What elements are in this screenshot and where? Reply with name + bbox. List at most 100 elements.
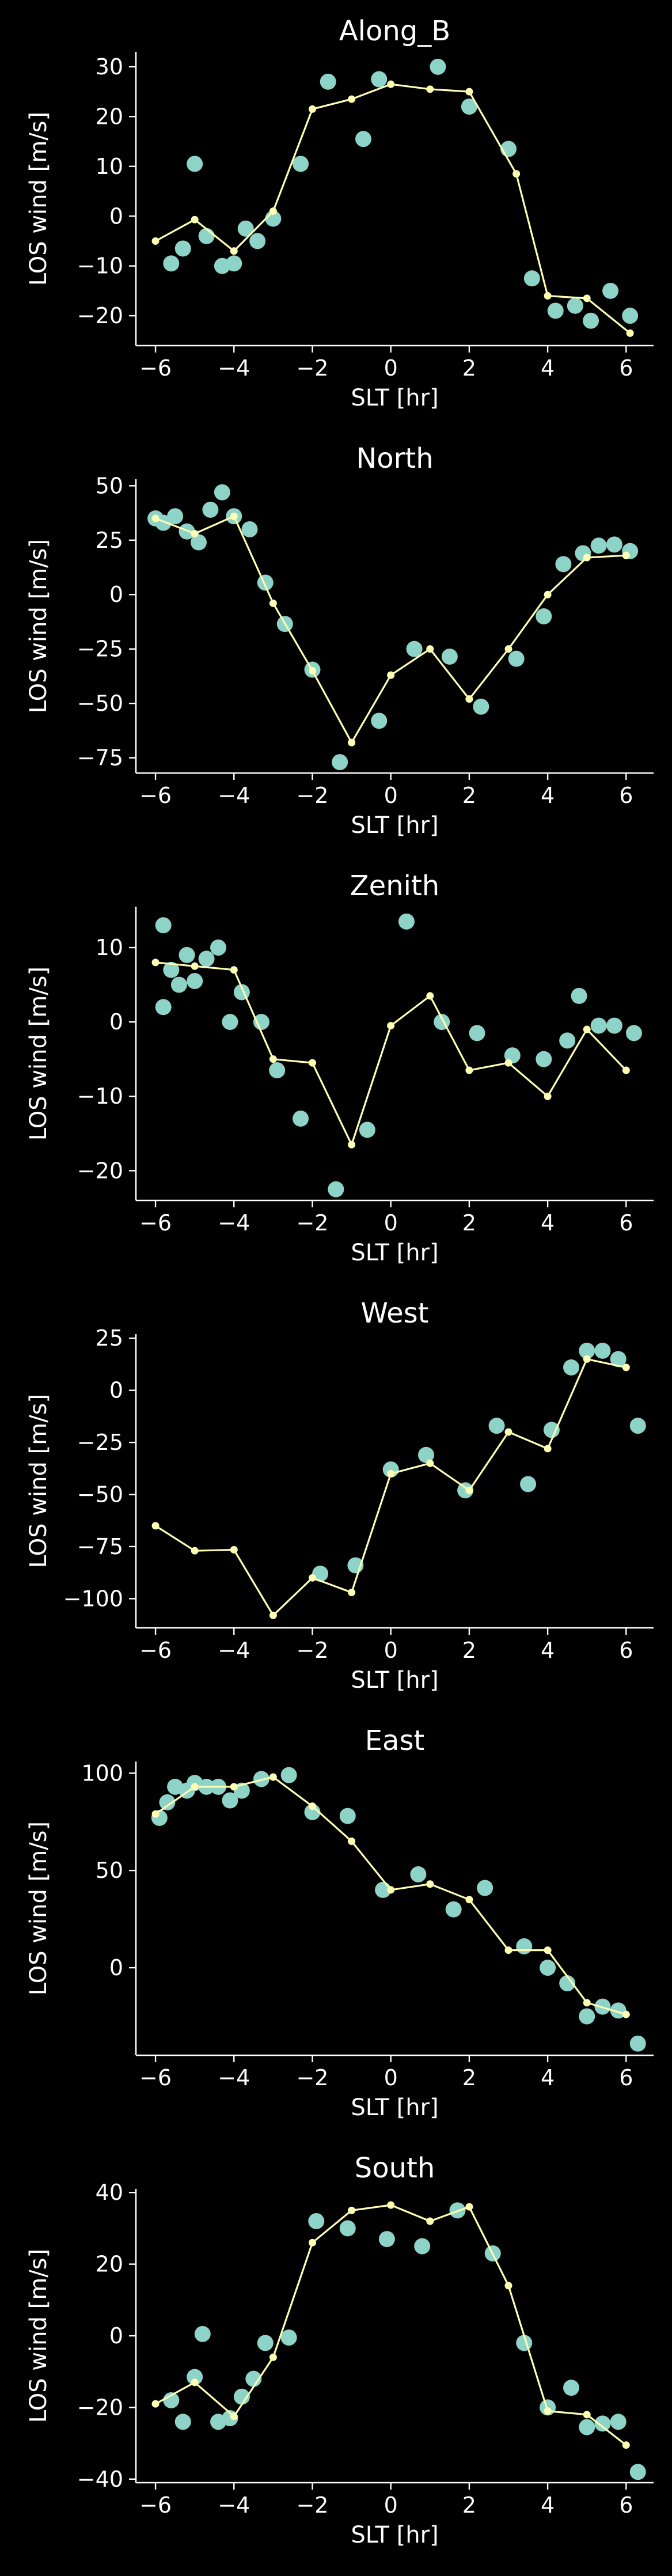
model-point bbox=[348, 1837, 356, 1845]
y-tick-label: 40 bbox=[96, 2180, 123, 2205]
y-tick-label: −20 bbox=[77, 1158, 123, 1183]
y-axis-label: LOS wind [m/s] bbox=[25, 112, 52, 286]
model-point bbox=[230, 966, 238, 974]
y-tick-label: 30 bbox=[96, 54, 123, 79]
model-point bbox=[504, 2282, 512, 2290]
panel-west: West −6 −4 −2 0 2 4 6 −100 −75 −50 −25 0 25 SLT [hr] LO… bbox=[25, 1297, 654, 1694]
observation-point bbox=[536, 1051, 552, 1067]
model-point bbox=[583, 554, 591, 562]
model-point bbox=[583, 1025, 591, 1033]
y-tick-label: 0 bbox=[109, 2323, 123, 2348]
x-tick-label: 4 bbox=[541, 2492, 555, 2518]
observation-point bbox=[477, 1880, 493, 1896]
observation-point bbox=[222, 1014, 238, 1031]
observation-markers bbox=[151, 1767, 646, 2052]
model-point bbox=[622, 1066, 630, 1074]
observation-point bbox=[629, 2464, 646, 2480]
panel-east: East −6 −4 −2 0 2 4 6 0 50 100 SLT [hr] LOS wind [m/… bbox=[25, 1725, 654, 2121]
model-points bbox=[151, 512, 630, 747]
observation-point bbox=[536, 608, 552, 624]
panel-title: South bbox=[355, 2152, 435, 2184]
model-point bbox=[269, 1773, 277, 1781]
panel-title: Zenith bbox=[350, 870, 439, 902]
model-point bbox=[465, 1066, 473, 1074]
observation-point bbox=[579, 1342, 595, 1359]
observation-point bbox=[406, 641, 423, 657]
observation-point bbox=[523, 270, 540, 287]
model-line bbox=[155, 515, 627, 745]
y-axis-label: LOS wind [m/s] bbox=[25, 2249, 52, 2423]
x-tick-label: −4 bbox=[218, 783, 250, 808]
model-points bbox=[151, 959, 630, 1149]
y-axis-label: LOS wind [m/s] bbox=[25, 539, 52, 713]
observation-point bbox=[359, 1122, 375, 1138]
model-line bbox=[155, 961, 627, 1147]
model-point bbox=[426, 2217, 434, 2225]
y-tick-label: 25 bbox=[96, 1325, 123, 1351]
observation-point bbox=[579, 2008, 595, 2025]
model-point bbox=[426, 85, 434, 93]
observation-point bbox=[167, 508, 184, 525]
x-tick-label: 4 bbox=[541, 355, 555, 381]
model-point bbox=[191, 529, 199, 537]
x-axis-label: SLT [hr] bbox=[351, 812, 438, 839]
model-point bbox=[191, 1547, 199, 1555]
model-point bbox=[583, 294, 591, 302]
y-tick-label: 10 bbox=[96, 935, 123, 960]
x-tick-label: 6 bbox=[619, 783, 633, 808]
observation-point bbox=[625, 1025, 642, 1041]
observation-point bbox=[198, 950, 215, 967]
x-tick-label: 2 bbox=[462, 2065, 476, 2090]
x-tick-label: 2 bbox=[462, 2492, 476, 2518]
model-point bbox=[230, 512, 238, 520]
x-tick-label: 0 bbox=[384, 1210, 398, 1236]
model-point bbox=[622, 2441, 630, 2449]
observation-point bbox=[293, 1110, 309, 1127]
observation-point bbox=[159, 1794, 176, 1810]
x-tick-label: −2 bbox=[296, 355, 328, 381]
x-tick-label: 0 bbox=[384, 355, 398, 381]
x-tick-label: 0 bbox=[384, 1638, 398, 1663]
observation-point bbox=[457, 1482, 474, 1499]
model-points bbox=[151, 2201, 630, 2449]
y-tick-label: −10 bbox=[77, 1084, 123, 1109]
model-point bbox=[151, 514, 160, 522]
x-tick-label: 6 bbox=[619, 2065, 633, 2090]
observation-point bbox=[241, 521, 258, 537]
x-tick-label: 0 bbox=[384, 2492, 398, 2518]
observation-point bbox=[155, 999, 172, 1016]
observation-markers bbox=[155, 913, 642, 1198]
model-point bbox=[151, 1522, 160, 1530]
observation-point bbox=[280, 2329, 297, 2346]
observation-point bbox=[606, 536, 622, 553]
y-tick-label: 50 bbox=[96, 1858, 123, 1883]
observation-point bbox=[469, 1025, 485, 1041]
model-points bbox=[151, 80, 634, 337]
observation-point bbox=[187, 973, 203, 990]
observation-point bbox=[328, 1181, 344, 1198]
model-point bbox=[348, 1141, 356, 1149]
x-axis-label: SLT [hr] bbox=[351, 2094, 438, 2121]
model-point bbox=[308, 666, 316, 675]
observation-point bbox=[610, 1351, 627, 1367]
observation-point bbox=[222, 1792, 238, 1809]
x-tick-label: −6 bbox=[139, 783, 172, 808]
model-point bbox=[622, 551, 630, 559]
observation-point bbox=[355, 131, 372, 147]
observation-point bbox=[163, 255, 180, 272]
model-point bbox=[544, 1946, 552, 1954]
model-point bbox=[348, 738, 356, 747]
observation-point bbox=[590, 537, 607, 554]
model-point bbox=[626, 329, 634, 337]
model-point bbox=[387, 1886, 395, 1894]
observation-point bbox=[520, 1476, 537, 1492]
model-point bbox=[151, 237, 160, 245]
panel-title: East bbox=[365, 1725, 425, 1757]
observation-point bbox=[590, 1017, 607, 1034]
observation-point bbox=[571, 987, 587, 1004]
observation-markers bbox=[163, 2202, 646, 2480]
y-axis-label: LOS wind [m/s] bbox=[25, 967, 52, 1141]
observation-point bbox=[555, 556, 572, 573]
